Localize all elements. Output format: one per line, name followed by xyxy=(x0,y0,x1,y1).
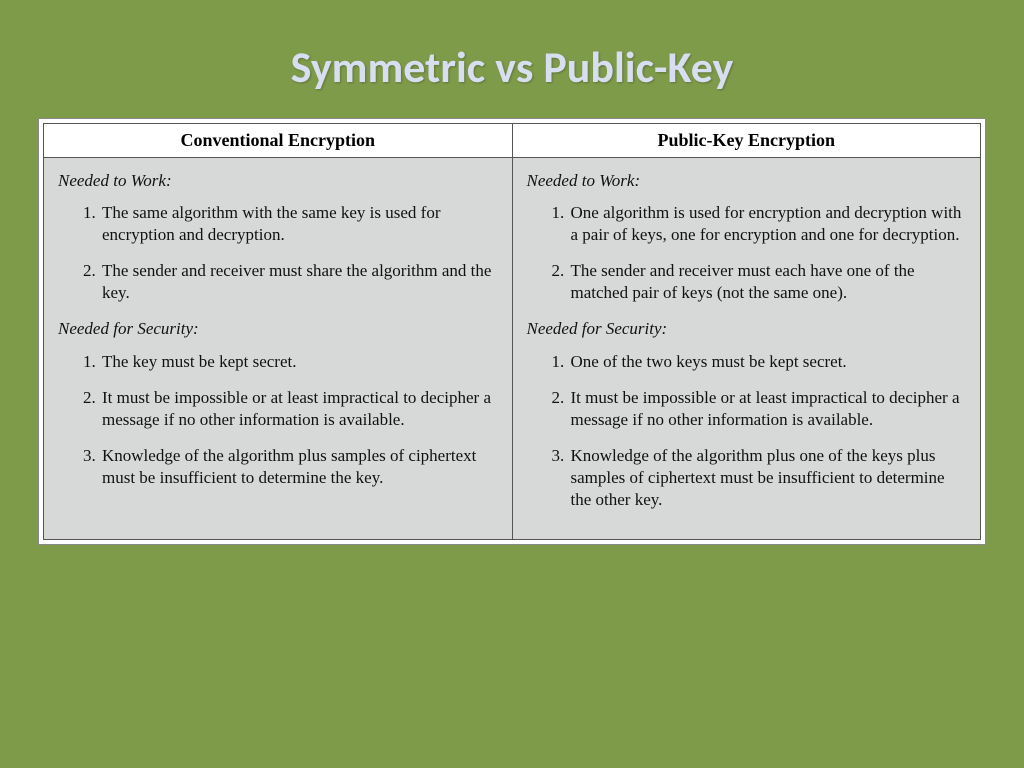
slide-title: Symmetric vs Public-Key xyxy=(38,40,986,94)
section-heading: Needed to Work: xyxy=(58,170,498,192)
column-header-publickey: Public-Key Encryption xyxy=(512,124,981,158)
section-heading: Needed for Security: xyxy=(527,318,967,340)
list-item: Knowledge of the algorithm plus one of t… xyxy=(569,445,967,511)
list-item: It must be impossible or at least imprac… xyxy=(100,387,498,431)
column-header-conventional: Conventional Encryption xyxy=(44,124,513,158)
list-item: Knowledge of the algorithm plus samples … xyxy=(100,445,498,489)
list-work-conventional: The same algorithm with the same key is … xyxy=(58,202,498,304)
table-wrapper: Conventional Encryption Public-Key Encry… xyxy=(38,118,986,545)
list-item: It must be impossible or at least imprac… xyxy=(569,387,967,431)
list-item: The sender and receiver must share the a… xyxy=(100,260,498,304)
list-security-publickey: One of the two keys must be kept secret.… xyxy=(527,351,967,512)
slide: Symmetric vs Public-Key Conventional Enc… xyxy=(0,0,1024,768)
list-work-publickey: One algorithm is used for encryption and… xyxy=(527,202,967,304)
list-security-conventional: The key must be kept secret. It must be … xyxy=(58,351,498,489)
section-heading: Needed to Work: xyxy=(527,170,967,192)
list-item: The sender and receiver must each have o… xyxy=(569,260,967,304)
section-heading: Needed for Security: xyxy=(58,318,498,340)
list-item: One of the two keys must be kept secret. xyxy=(569,351,967,373)
list-item: The key must be kept secret. xyxy=(100,351,498,373)
comparison-table: Conventional Encryption Public-Key Encry… xyxy=(43,123,981,540)
list-item: One algorithm is used for encryption and… xyxy=(569,202,967,246)
cell-conventional: Needed to Work: The same algorithm with … xyxy=(44,158,513,540)
cell-publickey: Needed to Work: One algorithm is used fo… xyxy=(512,158,981,540)
list-item: The same algorithm with the same key is … xyxy=(100,202,498,246)
